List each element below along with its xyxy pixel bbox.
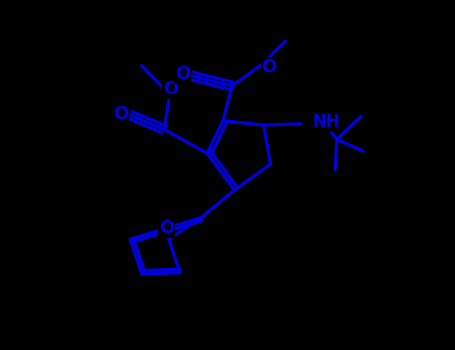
- Text: O: O: [163, 80, 179, 98]
- Text: O: O: [159, 219, 174, 237]
- Text: NH: NH: [312, 113, 340, 132]
- Text: O: O: [113, 105, 128, 123]
- Text: O: O: [175, 65, 190, 83]
- Text: O: O: [262, 58, 277, 76]
